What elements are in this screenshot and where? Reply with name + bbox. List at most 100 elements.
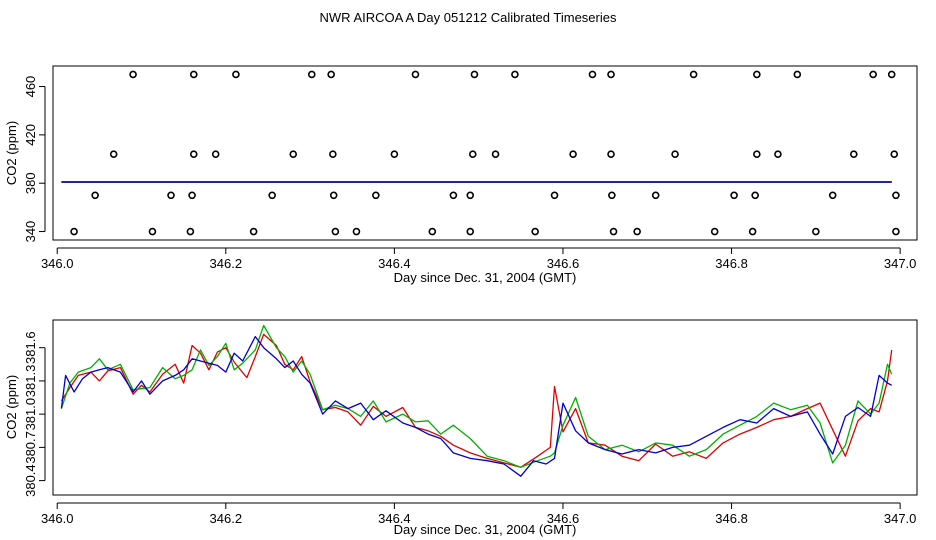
calibration-point — [892, 191, 900, 200]
calibration-point — [390, 150, 399, 159]
bottom-y-tick-label: 381.0 — [23, 398, 38, 431]
calibration-point — [329, 191, 338, 200]
calibration-point — [633, 227, 641, 236]
calibration-point — [372, 191, 380, 200]
calibration-point — [828, 191, 837, 200]
calibration-point — [511, 70, 519, 79]
series-line-blue — [60, 335, 893, 477]
calibration-point — [608, 191, 616, 200]
calibration-point — [550, 191, 559, 200]
top-y-tick-label: 340 — [23, 221, 38, 243]
panel-calibration: 346.0 346.2 346.4 346.6 346.8 347.0 340 380 420… — [4, 65, 918, 285]
bottom-y-tick-label: 380.4 — [23, 464, 38, 497]
panel-timeseries: 346.0 346.2 346.4 346.6 346.8 347.0 380.4380.… — [4, 319, 918, 537]
calibration-point — [753, 150, 761, 159]
bottom-y-tick-label: 381.3 — [23, 365, 38, 398]
top-x-tick-label: 346.8 — [715, 256, 748, 271]
top-y-tick-label: 460 — [23, 76, 38, 98]
calibration-point — [890, 150, 899, 159]
calibration-point — [468, 150, 477, 159]
calibration-point — [569, 150, 577, 159]
calibration-point — [753, 70, 761, 79]
calibration-point — [730, 191, 738, 200]
calibration-point — [588, 70, 597, 79]
top-x-tick-label: 347.0 — [884, 256, 917, 271]
calibration-point — [531, 227, 539, 236]
calibration-point — [249, 227, 258, 236]
calibration-points — [70, 70, 900, 236]
top-x-tick-label: 346.0 — [41, 256, 74, 271]
x-axis-bottom: 346.0 346.2 346.4 346.6 346.8 347.0 — [41, 502, 917, 526]
calibration-point — [189, 150, 198, 159]
plot-frame-bottom — [52, 319, 918, 496]
calibration-point — [470, 70, 479, 79]
calibration-point — [887, 70, 896, 79]
calibration-point — [869, 70, 877, 79]
co2-series — [60, 324, 893, 477]
calibration-point — [329, 150, 337, 159]
calibration-point — [411, 70, 420, 79]
calibration-point — [148, 227, 157, 236]
calibration-point — [331, 227, 340, 236]
bottom-x-tick-label: 346.2 — [210, 511, 243, 526]
top-x-tick-label: 346.4 — [378, 256, 411, 271]
calibration-point — [751, 191, 759, 200]
calibration-point — [812, 227, 820, 236]
calibration-point — [188, 191, 196, 200]
top-y-tick-label: 420 — [23, 124, 38, 146]
x-axis-label-bottom: Day since Dec. 31, 2004 (GMT) — [394, 522, 577, 537]
figure-title: NWR AIRCOA A Day 051212 Calibrated Times… — [320, 10, 617, 25]
calibration-point — [710, 227, 719, 236]
calibration-point — [268, 191, 276, 200]
calibration-point — [289, 150, 298, 159]
calibration-point — [689, 70, 698, 79]
calibration-point — [449, 191, 458, 200]
bottom-x-tick-label: 346.6 — [547, 511, 580, 526]
bottom-y-tick-label: 380.7 — [23, 431, 38, 464]
calibration-point — [232, 70, 240, 79]
plot-frame-top — [52, 65, 918, 241]
calibration-point — [352, 227, 361, 236]
calibration-point — [307, 70, 316, 79]
x-axis-label-top: Day since Dec. 31, 2004 (GMT) — [394, 270, 577, 285]
y-axis-label-bottom: CO2 (ppm) — [4, 375, 19, 439]
top-x-tick-label: 346.2 — [210, 256, 243, 271]
calibration-point — [849, 150, 858, 159]
bottom-x-tick-label: 347.0 — [884, 511, 917, 526]
bottom-x-tick-label: 346.0 — [41, 511, 74, 526]
bottom-x-tick-label: 346.8 — [715, 511, 748, 526]
top-y-tick-label: 380 — [23, 172, 38, 194]
series-line-red — [60, 333, 893, 468]
y-axis-label-top: CO2 (ppm) — [4, 121, 19, 185]
calibration-point — [91, 191, 99, 200]
calibration-point — [607, 150, 615, 159]
calibration-point — [491, 150, 500, 159]
calibration-point — [607, 70, 615, 79]
calibration-point — [167, 191, 175, 200]
calibration-point — [774, 150, 782, 159]
series-line-green — [60, 324, 893, 468]
calibration-point — [428, 227, 437, 236]
calibration-point — [109, 150, 118, 159]
calibration-point — [327, 70, 335, 79]
bottom-x-tick-label: 346.4 — [378, 511, 411, 526]
calibration-point — [609, 227, 618, 236]
calibration-point — [189, 70, 198, 79]
calibration-point — [892, 227, 900, 236]
calibration-point — [70, 227, 78, 236]
top-x-tick-label: 346.6 — [547, 256, 580, 271]
y-axis-top: 340 380 420 460 — [23, 76, 46, 243]
calibration-point — [129, 70, 137, 79]
calibration-point — [651, 191, 660, 200]
calibration-point — [466, 191, 475, 200]
calibration-point — [793, 70, 802, 79]
x-axis-top: 346.0 346.2 346.4 346.6 346.8 347.0 — [41, 247, 917, 271]
calibration-point — [211, 150, 220, 159]
calibration-point — [671, 150, 679, 159]
calibration-point — [186, 227, 195, 236]
calibration-point — [466, 227, 475, 236]
calibration-point — [748, 227, 757, 236]
bottom-y-tick-label: 381.6 — [23, 331, 38, 364]
